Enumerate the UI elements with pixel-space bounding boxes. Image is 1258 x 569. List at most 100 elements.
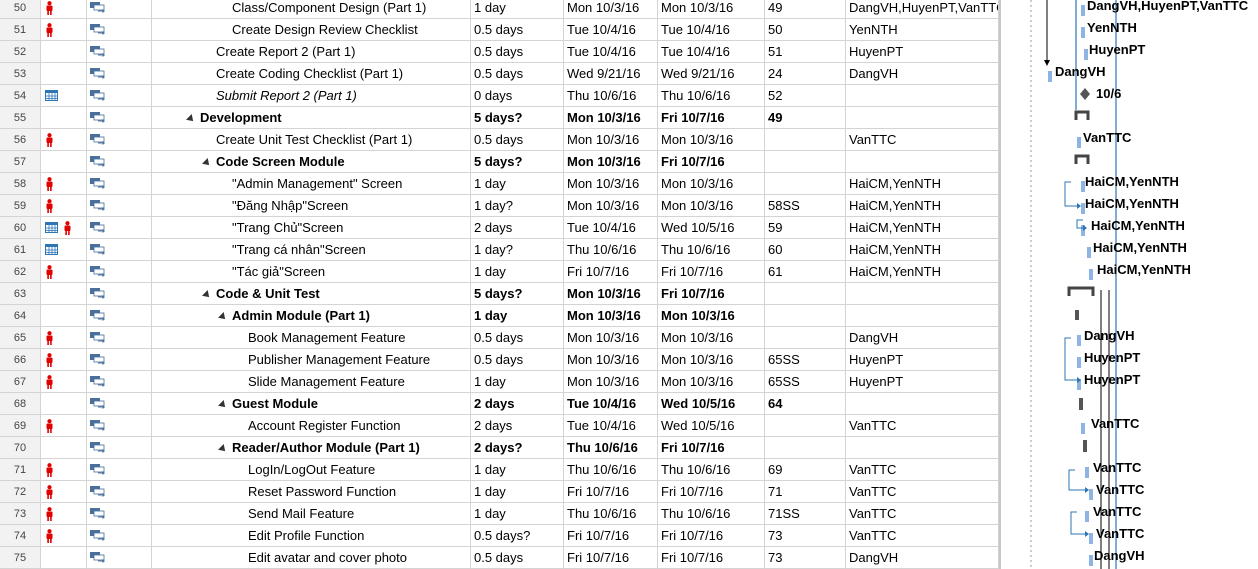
task-name-cell[interactable]: Code & Unit Test [152, 283, 471, 305]
finish-cell[interactable]: Mon 10/3/16 [658, 327, 765, 349]
finish-cell[interactable]: Tue 10/4/16 [658, 19, 765, 41]
predecessors-cell[interactable]: 64 [765, 393, 846, 415]
start-cell[interactable]: Mon 10/3/16 [564, 349, 658, 371]
resource-names-cell[interactable]: HuyenPT [846, 349, 999, 371]
predecessors-cell[interactable] [765, 437, 846, 459]
duration-cell[interactable]: 0.5 days [471, 41, 564, 63]
predecessors-cell[interactable]: 49 [765, 0, 846, 19]
finish-cell[interactable]: Mon 10/3/16 [658, 0, 765, 19]
start-cell[interactable]: Thu 10/6/16 [564, 503, 658, 525]
task-name-cell[interactable]: Create Report 2 (Part 1) [152, 41, 471, 63]
task-row[interactable]: 54 Submit Report 2 (Part 1) 0 days Thu 10/6… [0, 85, 999, 107]
row-id-cell[interactable]: 57 [0, 151, 41, 173]
task-row[interactable]: 57 Code Screen Module 5 days? Mon 10/3/16 Fr… [0, 151, 999, 173]
task-row[interactable]: 74 Edit Profile Function 0.5 days? Fri 10/7… [0, 525, 999, 547]
duration-cell[interactable]: 1 day [471, 459, 564, 481]
start-cell[interactable]: Mon 10/3/16 [564, 173, 658, 195]
row-id-cell[interactable]: 60 [0, 217, 41, 239]
duration-cell[interactable]: 1 day [471, 261, 564, 283]
finish-cell[interactable]: Fri 10/7/16 [658, 481, 765, 503]
task-row[interactable]: 75 Edit avatar and cover photo 0.5 days Fri… [0, 547, 999, 569]
resource-names-cell[interactable] [846, 305, 999, 327]
task-name-cell[interactable]: Guest Module [152, 393, 471, 415]
row-id-cell[interactable]: 67 [0, 371, 41, 393]
row-id-cell[interactable]: 52 [0, 41, 41, 63]
task-row[interactable]: 51 Create Design Review Checklist 0.5 days… [0, 19, 999, 41]
task-name-cell[interactable]: Code Screen Module [152, 151, 471, 173]
finish-cell[interactable]: Mon 10/3/16 [658, 195, 765, 217]
duration-cell[interactable]: 1 day [471, 173, 564, 195]
task-row[interactable]: 58 "Admin Management" Screen 1 day Mon 10/3… [0, 173, 999, 195]
pane-splitter[interactable] [999, 0, 1001, 569]
duration-cell[interactable]: 1 day? [471, 239, 564, 261]
row-id-cell[interactable]: 58 [0, 173, 41, 195]
row-id-cell[interactable]: 50 [0, 0, 41, 19]
finish-cell[interactable]: Fri 10/7/16 [658, 547, 765, 569]
row-id-cell[interactable]: 66 [0, 349, 41, 371]
predecessors-cell[interactable]: 61 [765, 261, 846, 283]
predecessors-cell[interactable]: 58SS [765, 195, 846, 217]
duration-cell[interactable]: 2 days [471, 217, 564, 239]
duration-cell[interactable]: 5 days? [471, 107, 564, 129]
task-row[interactable]: 60 "Trang Chủ"Screen 2 days Tue 10/4/16 Wed … [0, 217, 999, 239]
finish-cell[interactable]: Mon 10/3/16 [658, 349, 765, 371]
start-cell[interactable]: Wed 9/21/16 [564, 63, 658, 85]
duration-cell[interactable]: 2 days [471, 415, 564, 437]
resource-names-cell[interactable]: HaiCM,YenNTH [846, 261, 999, 283]
task-row[interactable]: 52 Create Report 2 (Part 1) 0.5 days Tue 10… [0, 41, 999, 63]
resource-names-cell[interactable]: YenNTH [846, 19, 999, 41]
predecessors-cell[interactable] [765, 151, 846, 173]
predecessors-cell[interactable]: 65SS [765, 371, 846, 393]
resource-names-cell[interactable]: HaiCM,YenNTH [846, 195, 999, 217]
task-name-cell[interactable]: Submit Report 2 (Part 1) [152, 85, 471, 107]
row-id-cell[interactable]: 63 [0, 283, 41, 305]
resource-names-cell[interactable] [846, 85, 999, 107]
task-row[interactable]: 62 "Tác giả"Screen 1 day Fri 10/7/16 Fri 10/… [0, 261, 999, 283]
predecessors-cell[interactable] [765, 283, 846, 305]
finish-cell[interactable]: Fri 10/7/16 [658, 283, 765, 305]
finish-cell[interactable]: Wed 10/5/16 [658, 217, 765, 239]
predecessors-cell[interactable]: 60 [765, 239, 846, 261]
row-id-cell[interactable]: 70 [0, 437, 41, 459]
predecessors-cell[interactable]: 50 [765, 19, 846, 41]
task-name-cell[interactable]: Reader/Author Module (Part 1) [152, 437, 471, 459]
predecessors-cell[interactable]: 51 [765, 41, 846, 63]
start-cell[interactable]: Mon 10/3/16 [564, 371, 658, 393]
task-name-cell[interactable]: "Tác giả"Screen [152, 261, 471, 283]
task-name-cell[interactable]: LogIn/LogOut Feature [152, 459, 471, 481]
row-id-cell[interactable]: 61 [0, 239, 41, 261]
resource-names-cell[interactable]: HuyenPT [846, 371, 999, 393]
start-cell[interactable]: Fri 10/7/16 [564, 547, 658, 569]
row-id-cell[interactable]: 51 [0, 19, 41, 41]
collapse-triangle-icon[interactable] [202, 289, 212, 300]
duration-cell[interactable]: 1 day [471, 481, 564, 503]
resource-names-cell[interactable]: DangVH,HuyenPT,VanTTC [846, 0, 999, 19]
duration-cell[interactable]: 0.5 days? [471, 525, 564, 547]
collapse-triangle-icon[interactable] [218, 311, 228, 322]
predecessors-cell[interactable]: 73 [765, 525, 846, 547]
start-cell[interactable]: Tue 10/4/16 [564, 217, 658, 239]
start-cell[interactable]: Tue 10/4/16 [564, 41, 658, 63]
row-id-cell[interactable]: 69 [0, 415, 41, 437]
collapse-triangle-icon[interactable] [186, 113, 196, 124]
start-cell[interactable]: Tue 10/4/16 [564, 19, 658, 41]
start-cell[interactable]: Mon 10/3/16 [564, 283, 658, 305]
duration-cell[interactable]: 1 day [471, 371, 564, 393]
resource-names-cell[interactable]: HaiCM,YenNTH [846, 217, 999, 239]
finish-cell[interactable]: Thu 10/6/16 [658, 239, 765, 261]
start-cell[interactable]: Fri 10/7/16 [564, 261, 658, 283]
task-row[interactable]: 66 Publisher Management Feature 0.5 days Mo… [0, 349, 999, 371]
duration-cell[interactable]: 1 day? [471, 195, 564, 217]
task-row[interactable]: 50 Class/Component Design (Part 1) 1 day Mo… [0, 0, 999, 19]
row-id-cell[interactable]: 59 [0, 195, 41, 217]
finish-cell[interactable]: Thu 10/6/16 [658, 85, 765, 107]
duration-cell[interactable]: 5 days? [471, 151, 564, 173]
finish-cell[interactable]: Wed 9/21/16 [658, 63, 765, 85]
predecessors-cell[interactable] [765, 327, 846, 349]
collapse-triangle-icon[interactable] [202, 157, 212, 168]
row-id-cell[interactable]: 75 [0, 547, 41, 569]
row-id-cell[interactable]: 65 [0, 327, 41, 349]
predecessors-cell[interactable]: 24 [765, 63, 846, 85]
task-name-cell[interactable]: Create Unit Test Checklist (Part 1) [152, 129, 471, 151]
task-name-cell[interactable]: Admin Module (Part 1) [152, 305, 471, 327]
